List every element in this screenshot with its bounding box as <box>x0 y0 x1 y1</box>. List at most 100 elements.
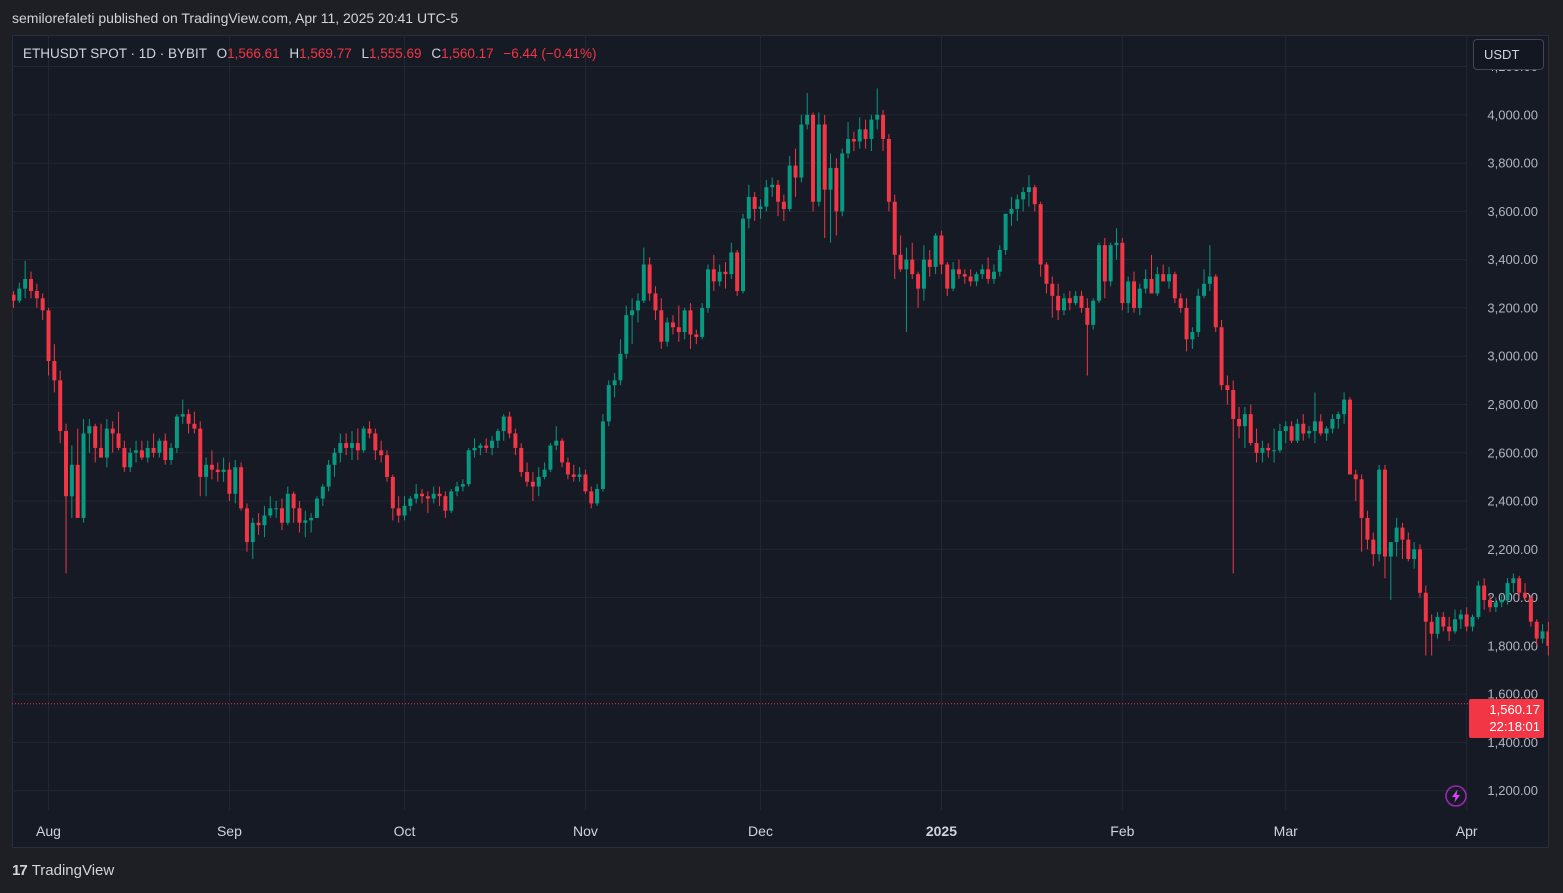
candle-body <box>1091 300 1096 325</box>
candle-body <box>262 515 267 526</box>
candle-body <box>781 201 786 209</box>
x-tick-label: Sep <box>217 823 242 839</box>
candle-body <box>653 293 658 311</box>
candle-body <box>268 508 273 516</box>
candle-body <box>834 167 839 212</box>
y-tick-label: 2,600.00 <box>1487 445 1538 460</box>
footer-brand[interactable]: 17 TradingView <box>12 862 114 879</box>
candle-body <box>1038 204 1043 265</box>
candle-body <box>618 353 623 381</box>
candle-body <box>344 443 349 448</box>
open-label: O <box>216 46 228 61</box>
candle-body <box>1196 295 1201 333</box>
candle-body <box>571 474 576 477</box>
symbol-label[interactable]: ETHUSDT SPOT · 1D · BYBIT <box>23 46 207 61</box>
candle-body <box>1207 276 1212 284</box>
candle-body <box>1511 578 1516 584</box>
candle-body <box>1277 431 1282 451</box>
candle-body <box>1464 614 1469 627</box>
candle-body <box>997 250 1002 272</box>
candle-body <box>297 508 302 523</box>
candlestick-chart[interactable]: 1,200.001,400.001,600.001,800.002,000.00… <box>12 35 1549 848</box>
y-tick-label: 1,200.00 <box>1487 783 1538 798</box>
candle-body <box>349 443 354 448</box>
brand-name: TradingView <box>31 862 115 879</box>
candle-body <box>1423 592 1428 622</box>
candle-body <box>647 264 652 294</box>
low-value: 1,555.69 <box>369 46 422 61</box>
candle-body <box>291 493 296 509</box>
candle-body <box>256 522 261 526</box>
lightning-bolt-icon[interactable] <box>1445 785 1467 807</box>
candle-body <box>221 469 226 473</box>
candle-body <box>1517 578 1522 593</box>
ohlc-legend: ETHUSDT SPOT · 1D · BYBIT O1,566.61 H1,5… <box>23 46 596 61</box>
candle-body <box>1546 631 1549 646</box>
candle-body <box>1015 199 1020 209</box>
candle-body <box>204 464 209 477</box>
high-value: 1,569.77 <box>299 46 352 61</box>
candle-body <box>1342 399 1347 415</box>
candle-body <box>490 440 495 448</box>
candle-body <box>443 496 448 511</box>
candle-body <box>332 452 337 465</box>
candle-body <box>390 476 395 509</box>
candle-body <box>186 414 191 424</box>
candle-body <box>466 450 471 485</box>
y-tick-label: 3,600.00 <box>1487 204 1538 219</box>
y-tick-label: 2,800.00 <box>1487 397 1538 412</box>
candle-body <box>431 493 436 499</box>
candle-body <box>1056 295 1061 311</box>
candle-body <box>741 218 745 292</box>
candle-body <box>606 385 611 422</box>
candle-body <box>688 310 693 335</box>
candle-body <box>361 428 366 451</box>
candle-body <box>437 493 442 497</box>
candle-body <box>1353 474 1358 480</box>
candle-body <box>700 307 705 337</box>
last-price-tag: 1,560.17 22:18:01 <box>1469 699 1544 738</box>
candle-body <box>239 467 244 509</box>
candle-body <box>1452 619 1457 632</box>
candle-body <box>735 252 740 292</box>
candle-body <box>29 278 34 292</box>
candle-body <box>1295 423 1300 441</box>
candle-body <box>385 455 390 477</box>
candle-body <box>1336 414 1341 419</box>
candle-body <box>1021 192 1026 200</box>
y-tick-label: 1,600.00 <box>1487 687 1538 702</box>
candle-body <box>1260 447 1265 453</box>
candle-body <box>945 264 950 289</box>
candle-body <box>379 450 384 456</box>
candle-body <box>1161 274 1166 282</box>
candle-body <box>1312 421 1317 432</box>
candle-body <box>717 271 722 282</box>
candle-body <box>34 291 39 299</box>
last-price-value: 1,560.17 <box>1489 702 1540 717</box>
candle-body <box>705 269 710 308</box>
candle-body <box>320 486 325 499</box>
candle-body <box>565 462 570 475</box>
candle-body <box>1505 583 1510 600</box>
candle-body <box>52 361 57 381</box>
currency-button[interactable]: USDT <box>1473 39 1544 70</box>
candle-body <box>898 254 903 270</box>
y-tick-label: 3,400.00 <box>1487 252 1538 267</box>
candle-body <box>93 426 98 448</box>
candle-body <box>338 443 343 453</box>
candle-body <box>1488 600 1493 608</box>
candle-body <box>1132 281 1137 308</box>
candle-body <box>1470 616 1475 627</box>
candle-body <box>1523 592 1528 598</box>
candle-body <box>1301 423 1306 434</box>
x-tick-label: Dec <box>748 823 773 839</box>
candle-body <box>1231 390 1236 419</box>
candle-body <box>1371 539 1376 555</box>
candle-body <box>1347 399 1352 475</box>
candle-body <box>881 114 886 139</box>
candle-body <box>1377 469 1382 555</box>
candle-body <box>46 310 51 362</box>
candle-body <box>536 476 541 487</box>
candle-body <box>927 259 932 267</box>
candle-body <box>595 488 600 504</box>
